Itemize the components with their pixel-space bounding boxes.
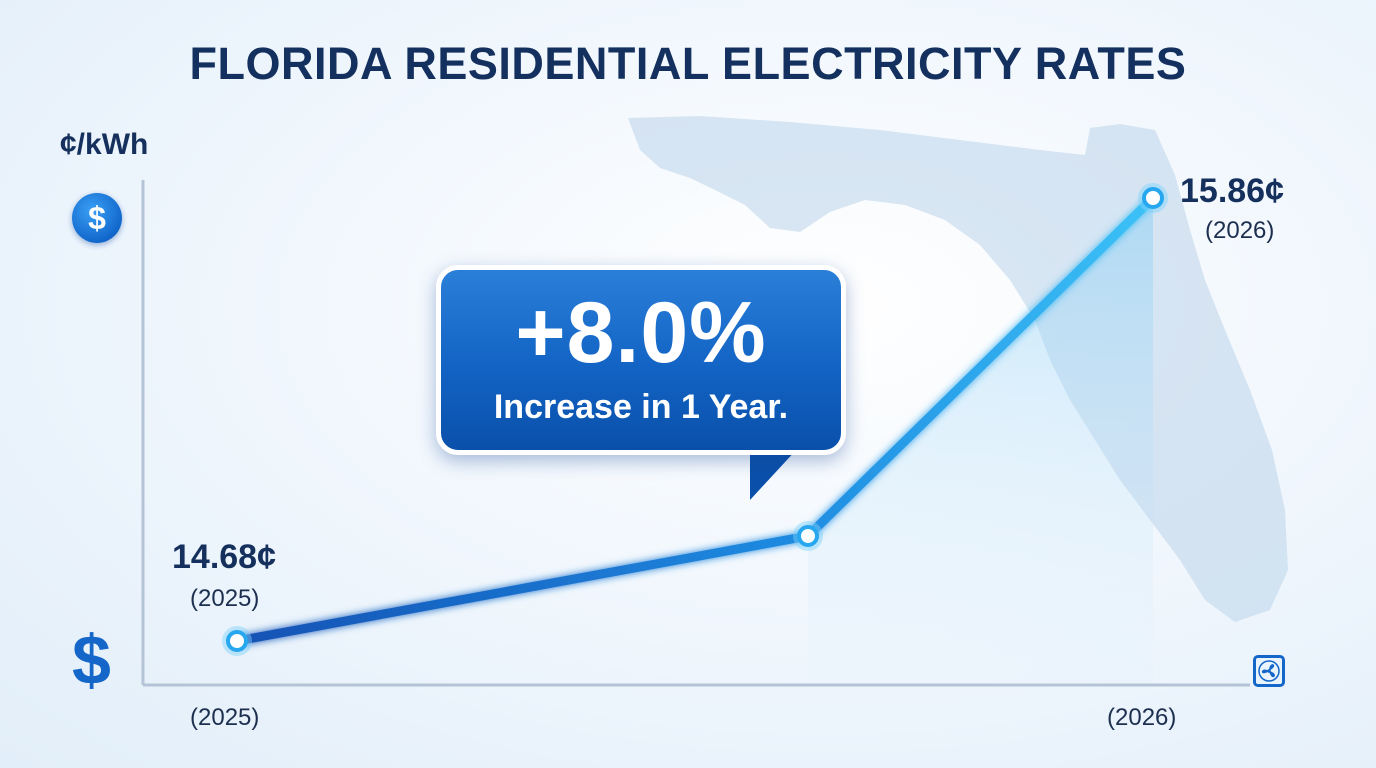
point-year-label-2025: (2025) bbox=[190, 585, 260, 612]
points-layer bbox=[222, 183, 1168, 656]
increase-callout: +8.0% Increase in 1 Year. bbox=[436, 265, 846, 455]
dollar-coin-icon: $ bbox=[72, 193, 122, 243]
chart-title: FLORIDA RESIDENTIAL ELECTRICITY RATES bbox=[189, 38, 1187, 89]
x-tick-label-2025: (2025) bbox=[190, 704, 260, 731]
point-value-label-2026: 15.86¢ bbox=[1180, 172, 1284, 210]
x-tick-label-2026: (2026) bbox=[1107, 704, 1177, 731]
y-axis-unit-label: ¢/kWh bbox=[60, 128, 149, 161]
line-bend-marker bbox=[797, 525, 819, 547]
data-point-2026 bbox=[1142, 187, 1164, 209]
callout-subtext: Increase in 1 Year. bbox=[493, 388, 789, 426]
point-value-label-2025: 14.68¢ bbox=[172, 538, 276, 576]
area-under-line bbox=[808, 198, 1153, 685]
dollar-sign-icon: $ bbox=[72, 621, 111, 699]
point-year-label-2026: (2026) bbox=[1205, 217, 1275, 244]
callout-headline: +8.0% bbox=[515, 285, 767, 381]
data-point-2025 bbox=[226, 630, 248, 652]
fan-icon bbox=[1253, 655, 1285, 687]
callout-tail bbox=[750, 448, 798, 500]
